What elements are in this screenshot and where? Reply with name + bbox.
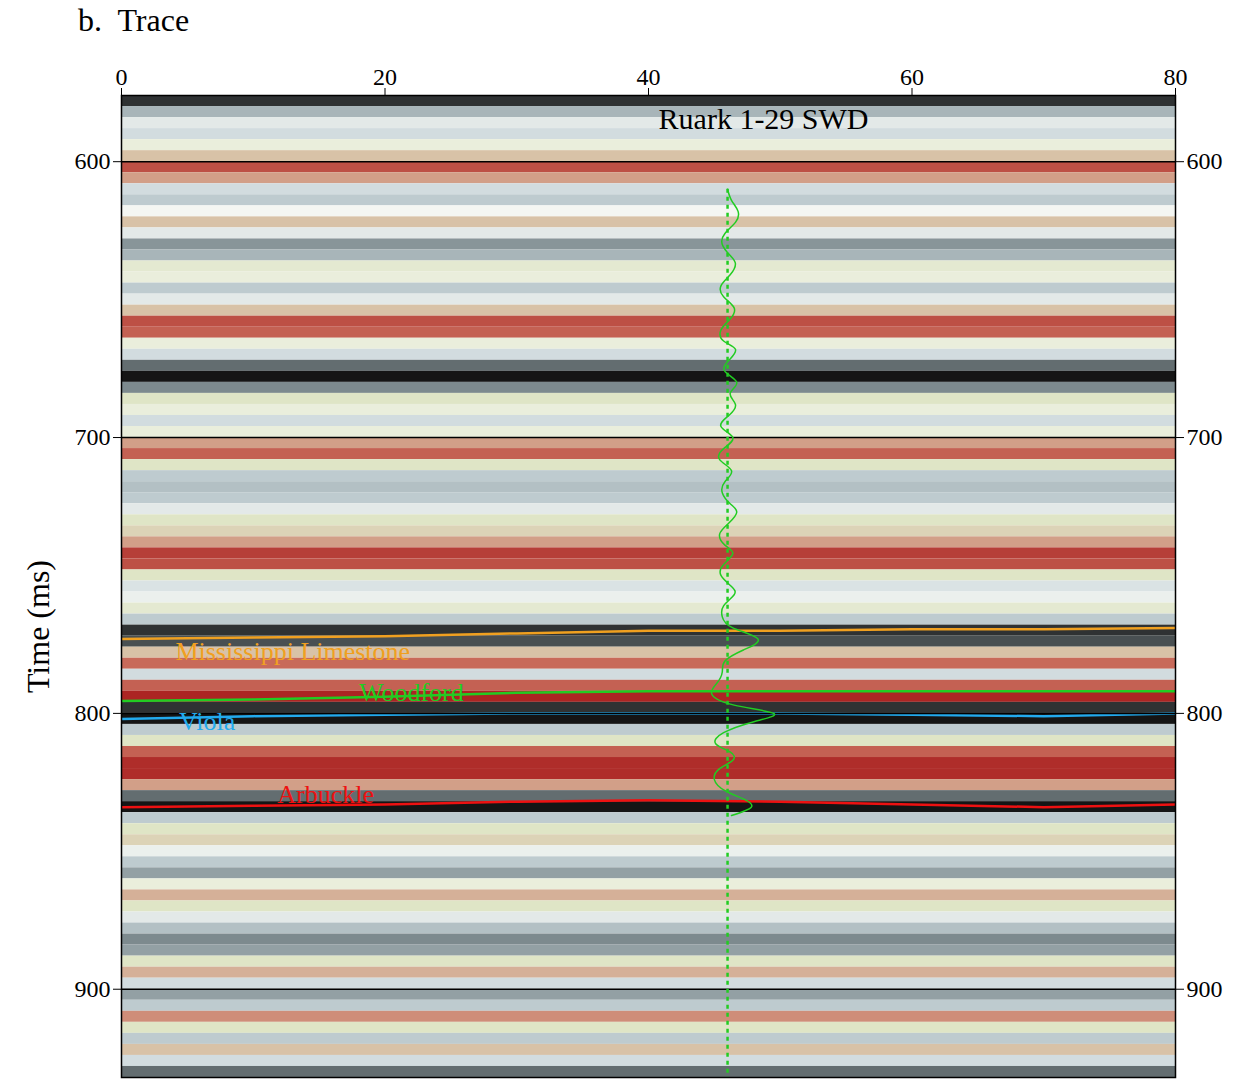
html-text:b. Trace: b. Trace [78, 2, 190, 38]
svg-text:Viola: Viola [179, 707, 236, 736]
svg-text:Woodford: Woodford [359, 678, 464, 707]
svg-text:Ruark 1-29 SWD: Ruark 1-29 SWD [659, 102, 869, 135]
svg-text:20: 20 [373, 64, 397, 90]
svg-text:Arbuckle: Arbuckle [277, 780, 374, 809]
svg-text:60: 60 [900, 64, 924, 90]
svg-text:800: 800 [75, 700, 111, 726]
svg-text:Mississippi Limestone: Mississippi Limestone [175, 637, 410, 666]
svg-text:0: 0 [116, 64, 128, 90]
svg-text:800: 800 [1187, 700, 1223, 726]
html-text:Time (ms): Time (ms) [20, 560, 56, 694]
svg-text:700: 700 [75, 424, 111, 450]
svg-text:40: 40 [637, 64, 661, 90]
svg-text:700: 700 [1187, 424, 1223, 450]
svg-text:900: 900 [1187, 976, 1223, 1002]
svg-text:600: 600 [1187, 148, 1223, 174]
svg-text:80: 80 [1164, 64, 1188, 90]
svg-text:900: 900 [75, 976, 111, 1002]
svg-text:600: 600 [75, 148, 111, 174]
